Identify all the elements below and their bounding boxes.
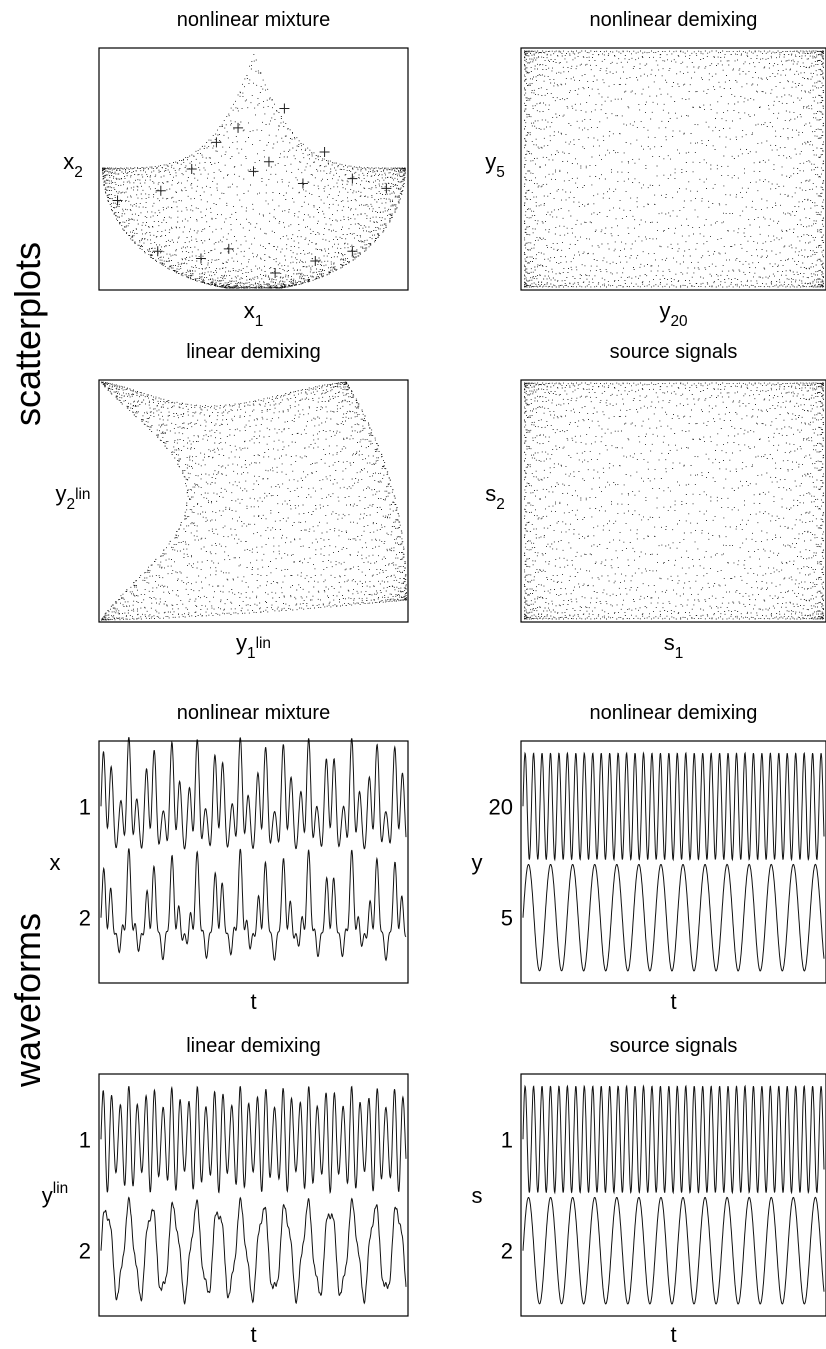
chart-title: nonlinear mixture (177, 702, 330, 724)
scatter-source-signals: source signals s1 s2 (485, 341, 826, 662)
channel-tick-label: 20 (489, 794, 513, 819)
x-axis-label: s1 (664, 630, 684, 662)
x-axis-label: y20 (659, 298, 687, 330)
plus-marker (319, 147, 330, 158)
channel-tick-label: 1 (79, 794, 91, 819)
channel-tick-label: 2 (79, 1239, 91, 1264)
x-axis-label: t (670, 1322, 676, 1347)
wave-nonlinear-demixing: nonlinear demixing 20 5 t y (472, 702, 826, 1014)
scatter-nonlinear-mixture: nonlinear mixture x1 x2 (63, 9, 409, 330)
chart-title: nonlinear demixing (590, 9, 758, 31)
channel-tick-label: 2 (501, 1239, 513, 1264)
plus-marker (186, 164, 197, 174)
axes-frame (98, 47, 409, 291)
series-line-1 (522, 751, 825, 862)
axes-frame (98, 379, 409, 623)
y-axis-label: y5 (485, 149, 505, 181)
chart-title: source signals (610, 1035, 738, 1057)
channel-tick-label: 1 (79, 1127, 91, 1152)
x-axis-label: t (250, 989, 256, 1014)
plus-marker (155, 185, 166, 196)
axes-frame (520, 47, 826, 291)
wave-source-signals: source signals 1 2 t s (472, 1035, 826, 1347)
x-axis-label: t (670, 989, 676, 1014)
data-points (102, 53, 406, 289)
series-line-1 (100, 737, 407, 850)
plus-marker (152, 246, 163, 257)
y-axis-label: x (50, 850, 61, 875)
section-label-scatterplots: scatterplots (7, 242, 48, 426)
wave-nonlinear-mixture: nonlinear mixture 1 2 t x (50, 702, 409, 1014)
plus-marker (279, 103, 290, 114)
data-points (101, 381, 407, 621)
series-line-1 (522, 1084, 825, 1195)
y-axis-label: s2 (485, 481, 505, 513)
plus-marker (347, 173, 358, 184)
plus-marker (223, 243, 234, 254)
y-axis-label: ylin (42, 1180, 68, 1208)
plus-marker (310, 255, 321, 266)
chart-title: linear demixing (186, 1035, 321, 1057)
chart-title: nonlinear demixing (590, 702, 758, 724)
y-axis-label: y2lin (56, 481, 91, 513)
series-line-1 (100, 1085, 407, 1195)
scatter-nonlinear-demixing: nonlinear demixing y20 y5 (485, 9, 826, 330)
axes-frame (98, 740, 409, 984)
y-axis-label: y (472, 850, 483, 875)
plus-marker (263, 156, 274, 167)
plus-marker (233, 122, 244, 133)
plus-marker (211, 137, 222, 148)
plus-marker (270, 268, 281, 279)
channel-tick-label: 5 (501, 906, 513, 931)
series-line-2 (100, 1196, 407, 1305)
plus-marker (347, 246, 358, 257)
plus-marker (297, 178, 308, 189)
series-line-2 (522, 1196, 825, 1305)
section-label-waveforms: waveforms (7, 913, 48, 1088)
plus-marker (195, 253, 206, 264)
axes-frame (520, 1073, 826, 1317)
x-axis-label: y1lin (236, 630, 271, 662)
y-axis-label: s (472, 1183, 483, 1208)
plus-marker (248, 166, 259, 177)
chart-title: linear demixing (186, 341, 321, 363)
data-points (524, 50, 824, 288)
x-axis-label: x1 (244, 298, 264, 330)
plus-marker (112, 195, 123, 206)
x-axis-label: t (250, 1322, 256, 1347)
chart-title: source signals (610, 341, 738, 363)
channel-tick-label: 1 (501, 1127, 513, 1152)
axes-frame (98, 1073, 409, 1317)
y-axis-label: x2 (63, 149, 83, 181)
plus-markers (112, 103, 392, 279)
plus-marker (381, 183, 392, 194)
wave-linear-demixing: linear demixing 1 2 t ylin (42, 1035, 409, 1347)
series-line-2 (522, 863, 825, 972)
axes-frame (520, 740, 826, 984)
axes-frame (520, 379, 826, 623)
channel-tick-label: 2 (79, 906, 91, 931)
chart-title: nonlinear mixture (177, 9, 330, 31)
scatter-linear-demixing: linear demixing y1lin y2lin (56, 341, 409, 662)
series-line-2 (100, 848, 407, 962)
data-points (524, 382, 824, 620)
